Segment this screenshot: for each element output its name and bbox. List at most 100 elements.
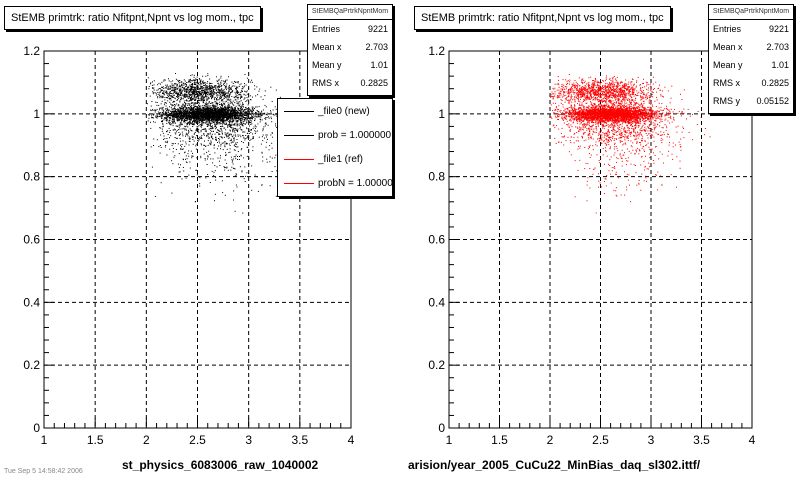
scatter-point xyxy=(169,116,171,118)
scatter-point xyxy=(254,133,256,134)
scatter-point xyxy=(179,111,181,113)
scatter-point xyxy=(192,98,194,100)
scatter-point xyxy=(200,91,202,93)
scatter-point xyxy=(224,120,226,122)
scatter-point xyxy=(233,110,235,112)
scatter-point xyxy=(178,116,180,118)
scatter-point xyxy=(254,88,256,90)
scatter-point xyxy=(226,132,228,134)
scatter-point xyxy=(236,121,238,123)
scatter-point xyxy=(220,75,222,77)
scatter-point xyxy=(186,115,188,117)
scatter-point xyxy=(237,135,239,137)
scatter-point xyxy=(210,126,212,128)
scatter-point xyxy=(196,126,198,128)
scatter-point xyxy=(165,108,167,110)
scatter-point xyxy=(241,170,243,172)
scatter-point xyxy=(224,123,226,125)
scatter-point xyxy=(157,115,159,117)
scatter-point xyxy=(210,115,212,117)
scatter-point xyxy=(191,157,193,159)
scatter-point xyxy=(192,120,194,122)
scatter-point xyxy=(172,108,174,110)
scatter-point xyxy=(196,174,198,176)
scatter-point xyxy=(225,114,227,116)
scatter-point xyxy=(205,75,207,77)
scatter-point xyxy=(172,151,174,153)
scatter-point xyxy=(192,143,194,145)
scatter-point xyxy=(226,119,228,121)
scatter-point xyxy=(204,111,206,113)
scatter-point xyxy=(227,117,229,118)
scatter-point xyxy=(220,112,222,114)
scatter-point xyxy=(242,124,244,126)
scatter-point xyxy=(204,82,206,83)
scatter-point xyxy=(279,96,281,98)
scatter-point xyxy=(219,97,221,99)
scatter-point xyxy=(240,123,242,125)
scatter-point xyxy=(192,126,194,127)
scatter-point xyxy=(161,112,163,114)
scatter-point xyxy=(215,140,217,141)
scatter-point xyxy=(221,131,223,133)
scatter-point xyxy=(211,108,213,110)
scatter-point xyxy=(237,134,239,136)
scatter-point xyxy=(204,105,206,107)
scatter-point xyxy=(261,136,263,138)
scatter-point xyxy=(248,157,250,159)
scatter-point xyxy=(241,108,243,110)
scatter-point xyxy=(256,130,258,132)
scatter-point xyxy=(170,124,172,126)
scatter-point xyxy=(275,89,277,91)
scatter-point xyxy=(173,156,175,158)
scatter-point xyxy=(251,111,253,113)
scatter-point xyxy=(223,109,225,111)
scatter-point xyxy=(177,119,179,121)
scatter-point xyxy=(174,122,176,124)
scatter-point xyxy=(180,97,182,99)
scatter-point xyxy=(246,127,248,129)
scatter-point xyxy=(219,109,221,111)
scatter-point xyxy=(252,106,254,108)
scatter-point xyxy=(206,86,208,88)
scatter-point xyxy=(244,74,246,76)
scatter-point xyxy=(182,84,184,86)
scatter-point xyxy=(218,111,220,113)
scatter-point xyxy=(180,89,182,91)
scatter-point xyxy=(224,92,226,94)
scatter-point xyxy=(183,107,185,109)
scatter-point xyxy=(175,114,177,116)
scatter-point xyxy=(230,133,232,135)
scatter-point xyxy=(209,105,211,107)
scatter-point xyxy=(175,83,177,85)
scatter-point xyxy=(228,121,230,123)
scatter-point xyxy=(184,110,186,112)
scatter-point xyxy=(178,94,180,96)
scatter-point xyxy=(165,114,167,116)
scatter-point xyxy=(224,159,226,161)
scatter-point xyxy=(250,138,252,140)
scatter-point xyxy=(172,80,174,82)
scatter-point xyxy=(200,79,202,81)
scatter-point xyxy=(203,144,205,146)
scatter-point xyxy=(188,114,190,116)
scatter-point xyxy=(218,91,219,93)
scatter-point xyxy=(239,134,241,136)
scatter-point xyxy=(174,128,176,130)
scatter-point xyxy=(157,89,159,91)
scatter-point xyxy=(209,86,211,88)
scatter-point xyxy=(206,134,208,136)
scatter-point xyxy=(240,126,241,128)
scatter-point xyxy=(239,119,241,121)
scatter-point xyxy=(211,170,213,172)
scatter-point xyxy=(238,93,240,95)
scatter-point xyxy=(202,100,204,102)
scatter-point xyxy=(224,167,226,169)
scatter-point xyxy=(183,100,185,102)
scatter-point xyxy=(240,91,242,93)
scatter-point xyxy=(232,129,234,131)
scatter-point xyxy=(183,128,185,130)
scatter-point xyxy=(180,106,182,108)
scatter-point xyxy=(199,110,201,112)
scatter-point xyxy=(184,125,186,127)
